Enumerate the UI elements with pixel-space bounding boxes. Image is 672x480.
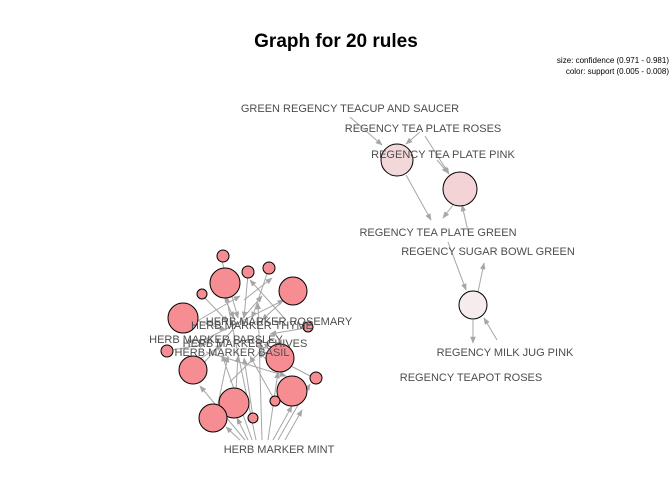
rule-edge (217, 355, 230, 405)
rule-node (458, 290, 488, 320)
item-label-green-plate: REGENCY TEA PLATE GREEN (359, 227, 516, 239)
rule-nodes-layer (160, 143, 488, 433)
rule-node (442, 171, 478, 207)
legend-size: size: confidence (0.971 - 0.981) (557, 56, 669, 65)
rule-node (160, 344, 174, 358)
rule-edge (229, 341, 271, 383)
rule-edge (249, 279, 287, 321)
item-label-rosemary: HERB MARKER ROSEMARY (206, 316, 353, 328)
rule-edge (436, 159, 449, 174)
rule-node (198, 403, 228, 433)
rule-edge (255, 302, 263, 441)
item-label-parsley: HERB MARKER PARSLEY (149, 334, 283, 346)
rule-node (209, 267, 241, 299)
edges-layer (171, 116, 498, 441)
rule-node (302, 321, 314, 333)
rule-node (216, 249, 230, 263)
rule-edge (197, 344, 223, 361)
rule-node (262, 261, 276, 275)
rule-node (167, 302, 199, 334)
rule-edge (251, 270, 269, 319)
item-label-teapot: REGENCY TEAPOT ROSES (400, 372, 542, 384)
rule-edge (203, 299, 285, 341)
rule-node (269, 395, 281, 407)
item-label-thyme: HERB MARKER THYME (191, 320, 313, 332)
rule-node (309, 371, 323, 385)
item-label-basil: HERB MARKER BASIL (175, 347, 290, 359)
rule-edge (205, 351, 287, 377)
rule-edge (442, 204, 454, 219)
rule-node (241, 265, 255, 279)
rule-node (380, 143, 414, 177)
item-label-milk-jug: REGENCY MILK JUG PINK (437, 347, 574, 359)
rule-edge (223, 296, 235, 319)
rule-node (247, 412, 259, 424)
rule-edge (241, 273, 249, 319)
legend-color: color: support (0.005 - 0.008) (566, 67, 670, 76)
rule-edge (460, 204, 469, 232)
rule-edge (483, 317, 498, 341)
item-label-pink-plate: REGENCY TEA PLATE PINK (371, 149, 515, 161)
rule-edge (284, 409, 303, 441)
rule-edge (236, 417, 249, 441)
rule-edge (171, 342, 207, 351)
rule-edge (349, 116, 383, 146)
rule-edge (272, 405, 293, 441)
item-labels-layer: GREEN REGENCY TEACUP AND SAUCER REGENCY … (149, 103, 575, 456)
rule-edge (405, 174, 432, 221)
rule-node (265, 343, 295, 373)
item-label-chives: HERB MARKER CHIVES (183, 338, 308, 350)
graph-title: Graph for 20 rules (254, 31, 418, 52)
rule-node (276, 375, 308, 407)
rule-edge (447, 241, 467, 291)
rule-node (178, 355, 208, 385)
rule-edge (242, 357, 254, 418)
rule-edge (225, 426, 241, 441)
rule-edge (195, 319, 227, 331)
rule-node (218, 387, 250, 419)
rule-node (278, 276, 308, 306)
item-label-roses-plate: REGENCY TEA PLATE ROSES (345, 123, 502, 135)
rule-edge (195, 295, 263, 373)
rule-node (196, 288, 208, 300)
item-label-sugar-bowl: REGENCY SUGAR BOWL GREEN (401, 246, 575, 258)
item-label-mint: HERB MARKER MINT (224, 444, 335, 456)
rule-edge (477, 262, 486, 293)
item-label-teacup: GREEN REGENCY TEACUP AND SAUCER (241, 103, 459, 115)
rule-edge (243, 277, 273, 301)
rule-edge (405, 131, 421, 145)
rule-edge (249, 355, 275, 400)
rule-edge (269, 327, 307, 336)
